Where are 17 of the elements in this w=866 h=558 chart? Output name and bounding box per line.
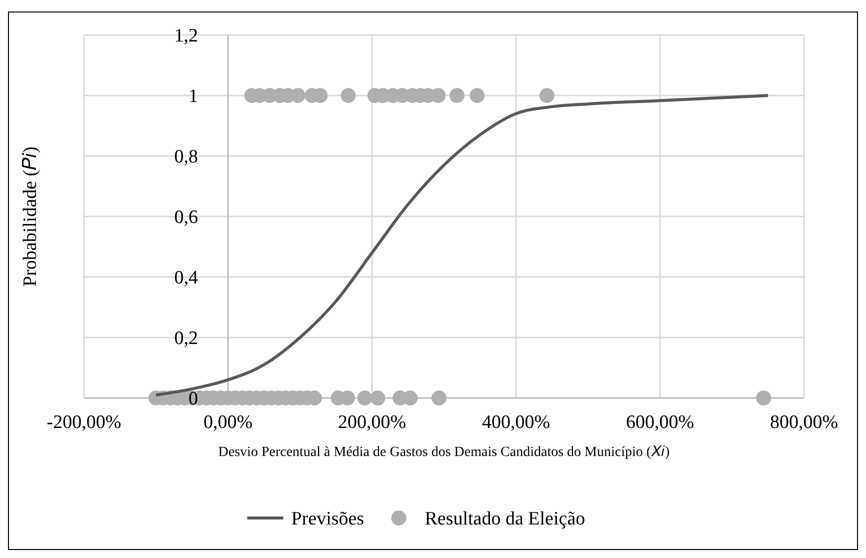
- y-tick-label: 0,6: [174, 207, 198, 228]
- y-tick-label: 0,2: [174, 328, 198, 350]
- x-tick-label: 0,00%: [203, 412, 253, 433]
- legend-label: Resultado da Eleição: [424, 508, 586, 530]
- y-axis-title: Probabilidade (𝑃𝑖): [20, 146, 41, 286]
- legend-label: Previsões: [291, 508, 364, 530]
- y-tick-label: 0: [188, 388, 198, 410]
- x-tick-label: 200,00%: [338, 412, 406, 433]
- y-tick-label: 0,8: [174, 146, 198, 168]
- y-tick-label: 1: [188, 86, 198, 108]
- x-axis-title: Desvio Percentual à Média de Gastos dos Demais Candidatos do Município (𝑋𝑖): [218, 445, 670, 460]
- x-tick-label: 800,00%: [770, 412, 838, 433]
- y-tick-label: 1,2: [174, 26, 198, 47]
- x-tick-label: 600,00%: [626, 412, 694, 433]
- y-tick-label: 0,4: [174, 268, 198, 289]
- x-tick-label: 400,00%: [482, 412, 550, 433]
- x-tick-label: -200,00%: [46, 412, 122, 433]
